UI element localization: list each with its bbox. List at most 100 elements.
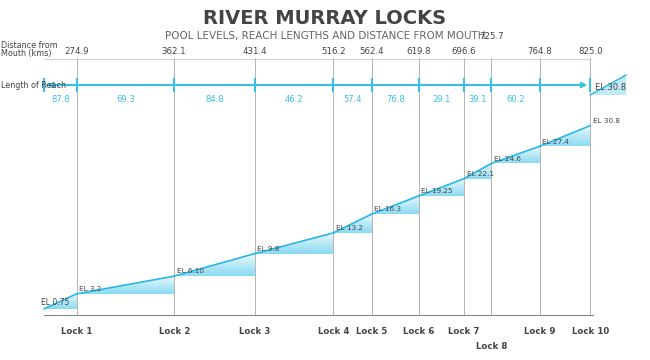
Polygon shape [541,145,590,146]
Text: Lock 4: Lock 4 [318,327,349,336]
Polygon shape [450,183,464,184]
Polygon shape [77,293,174,294]
Polygon shape [474,172,491,173]
Polygon shape [473,173,491,174]
Polygon shape [164,277,174,278]
Polygon shape [228,260,255,261]
Polygon shape [387,207,419,208]
Text: Lock 6: Lock 6 [403,327,434,336]
Polygon shape [533,148,540,149]
Polygon shape [447,184,464,185]
Polygon shape [496,161,540,162]
Polygon shape [461,179,464,180]
Polygon shape [132,283,174,284]
Text: 69.3: 69.3 [116,94,135,104]
Polygon shape [432,190,464,191]
Polygon shape [161,278,174,279]
Polygon shape [302,240,333,241]
Polygon shape [188,272,255,273]
Polygon shape [469,175,491,176]
Polygon shape [190,271,255,272]
Polygon shape [44,308,77,309]
Polygon shape [263,251,333,252]
Polygon shape [62,300,77,301]
Text: EL 0.75: EL 0.75 [41,298,70,307]
Polygon shape [323,235,333,236]
Polygon shape [352,223,372,224]
Polygon shape [480,169,491,170]
Polygon shape [72,295,77,296]
Text: Lock 8: Lock 8 [476,342,507,351]
Polygon shape [116,286,174,287]
Polygon shape [363,218,372,219]
Polygon shape [354,222,372,223]
Polygon shape [380,210,419,211]
Polygon shape [145,281,174,282]
Polygon shape [378,211,419,212]
Polygon shape [476,171,491,172]
Text: Lock 5: Lock 5 [356,327,387,336]
Text: 696.6: 696.6 [452,47,476,56]
Text: Lock 3: Lock 3 [239,327,270,336]
Polygon shape [508,157,540,158]
Polygon shape [220,263,255,264]
Polygon shape [239,257,255,258]
Polygon shape [265,250,333,251]
Polygon shape [584,128,590,129]
Polygon shape [402,202,419,203]
Polygon shape [331,233,333,234]
Text: EL 3.2: EL 3.2 [79,286,101,292]
Polygon shape [343,228,372,229]
Polygon shape [193,270,255,271]
Text: Length of Reach: Length of Reach [1,81,66,90]
Polygon shape [471,174,491,175]
Polygon shape [90,291,174,292]
Polygon shape [46,307,77,308]
Text: 764.8: 764.8 [527,47,552,56]
Polygon shape [395,204,419,205]
Polygon shape [550,141,590,142]
Polygon shape [577,130,590,131]
Polygon shape [203,267,255,268]
Polygon shape [590,75,626,95]
Polygon shape [55,303,77,304]
Polygon shape [558,138,590,139]
Polygon shape [422,194,464,195]
Polygon shape [68,297,77,298]
Polygon shape [543,144,590,145]
Polygon shape [440,187,464,188]
Polygon shape [109,287,174,288]
Text: Distance from: Distance from [1,41,57,50]
Polygon shape [365,216,372,217]
Text: EL 27.4: EL 27.4 [542,139,569,145]
Polygon shape [340,229,372,230]
Polygon shape [398,203,419,204]
Polygon shape [478,170,491,171]
Polygon shape [514,155,539,156]
Polygon shape [554,139,590,140]
Text: 46.2: 46.2 [285,94,304,104]
Polygon shape [587,126,590,127]
Polygon shape [482,168,491,169]
Polygon shape [368,215,372,216]
Polygon shape [252,253,255,255]
Polygon shape [348,225,372,226]
Polygon shape [538,146,539,147]
Polygon shape [201,268,255,269]
Polygon shape [233,259,255,260]
Text: EL 30.8: EL 30.8 [593,118,620,124]
Text: RIVER MURRAY LOCKS: RIVER MURRAY LOCKS [203,9,447,28]
Polygon shape [335,231,372,232]
Text: 619.8: 619.8 [406,47,431,56]
Text: Mouth (kms): Mouth (kms) [1,49,51,58]
Text: Lock 10: Lock 10 [571,327,609,336]
Polygon shape [83,292,174,293]
Polygon shape [66,298,77,299]
Polygon shape [530,149,540,150]
Text: 84.8: 84.8 [205,94,224,104]
Polygon shape [568,134,590,135]
Polygon shape [499,160,540,161]
Polygon shape [103,288,174,289]
Polygon shape [504,158,540,159]
Polygon shape [273,248,333,249]
